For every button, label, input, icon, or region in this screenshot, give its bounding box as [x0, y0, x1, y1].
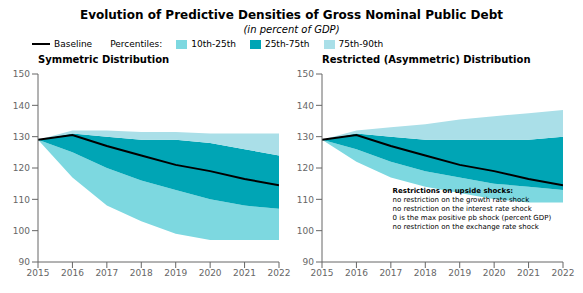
- html-text:no restriction on the growth r: no restriction on the growth rate shock: [392, 195, 530, 204]
- html-text:10th-25th: 10th-25th: [191, 39, 236, 49]
- svg-text:2015: 2015: [311, 268, 334, 278]
- svg-text:140: 140: [297, 101, 314, 111]
- html-text:(in percent of GDP): (in percent of GDP): [243, 24, 340, 35]
- svg-text:150: 150: [297, 69, 314, 79]
- html-text:75th-90th: 75th-90th: [338, 39, 384, 49]
- svg-text:140: 140: [13, 101, 30, 111]
- svg-text:2021: 2021: [233, 268, 256, 278]
- svg-text:2016: 2016: [345, 268, 368, 278]
- svg-text:2019: 2019: [448, 268, 471, 278]
- svg-text:110: 110: [297, 195, 314, 205]
- svg-text:2017: 2017: [95, 268, 118, 278]
- html-text:0 is the max positive pb shock: 0 is the max positive pb shock (percent …: [392, 213, 552, 222]
- svg-text:2022: 2022: [268, 268, 291, 278]
- svg-text:2022: 2022: [552, 268, 575, 278]
- html-text:Symmetric Distribution: Symmetric Distribution: [38, 54, 170, 65]
- svg-text:150: 150: [13, 69, 30, 79]
- html-text:no restriction on the exchange: no restriction on the exchange rate shoc…: [392, 222, 539, 231]
- svg-text:100: 100: [297, 226, 314, 236]
- svg-text:2016: 2016: [61, 268, 84, 278]
- svg-text:110: 110: [13, 195, 30, 205]
- html-text:Percentiles:: Percentiles:: [110, 39, 163, 49]
- svg-text:2018: 2018: [130, 268, 153, 278]
- svg-text:2017: 2017: [379, 268, 402, 278]
- svg-text:2021: 2021: [517, 268, 540, 278]
- svg-text:130: 130: [297, 132, 314, 142]
- svg-text:120: 120: [297, 163, 314, 173]
- svg-text:100: 100: [13, 226, 30, 236]
- html-text:25th-75th: 25th-75th: [264, 39, 310, 49]
- html-text:Baseline: Baseline: [54, 39, 93, 49]
- svg-text:90: 90: [19, 257, 31, 267]
- svg-text:2015: 2015: [27, 268, 50, 278]
- html-text:Restrictions on upside shocks:: Restrictions on upside shocks:: [392, 186, 514, 195]
- svg-text:2020: 2020: [483, 268, 506, 278]
- html-text:Evolution of Predictive Densit: Evolution of Predictive Densities of Gro…: [80, 8, 503, 22]
- svg-text:120: 120: [13, 163, 30, 173]
- html-text:no restriction on the interest: no restriction on the interest rate shoc…: [392, 204, 532, 213]
- svg-text:2019: 2019: [164, 268, 187, 278]
- svg-text:90: 90: [303, 257, 315, 267]
- svg-text:2020: 2020: [199, 268, 222, 278]
- svg-text:130: 130: [13, 132, 30, 142]
- html-text:Restricted (Asymmetric) Distri: Restricted (Asymmetric) Distribution: [322, 54, 531, 65]
- svg-text:2018: 2018: [414, 268, 437, 278]
